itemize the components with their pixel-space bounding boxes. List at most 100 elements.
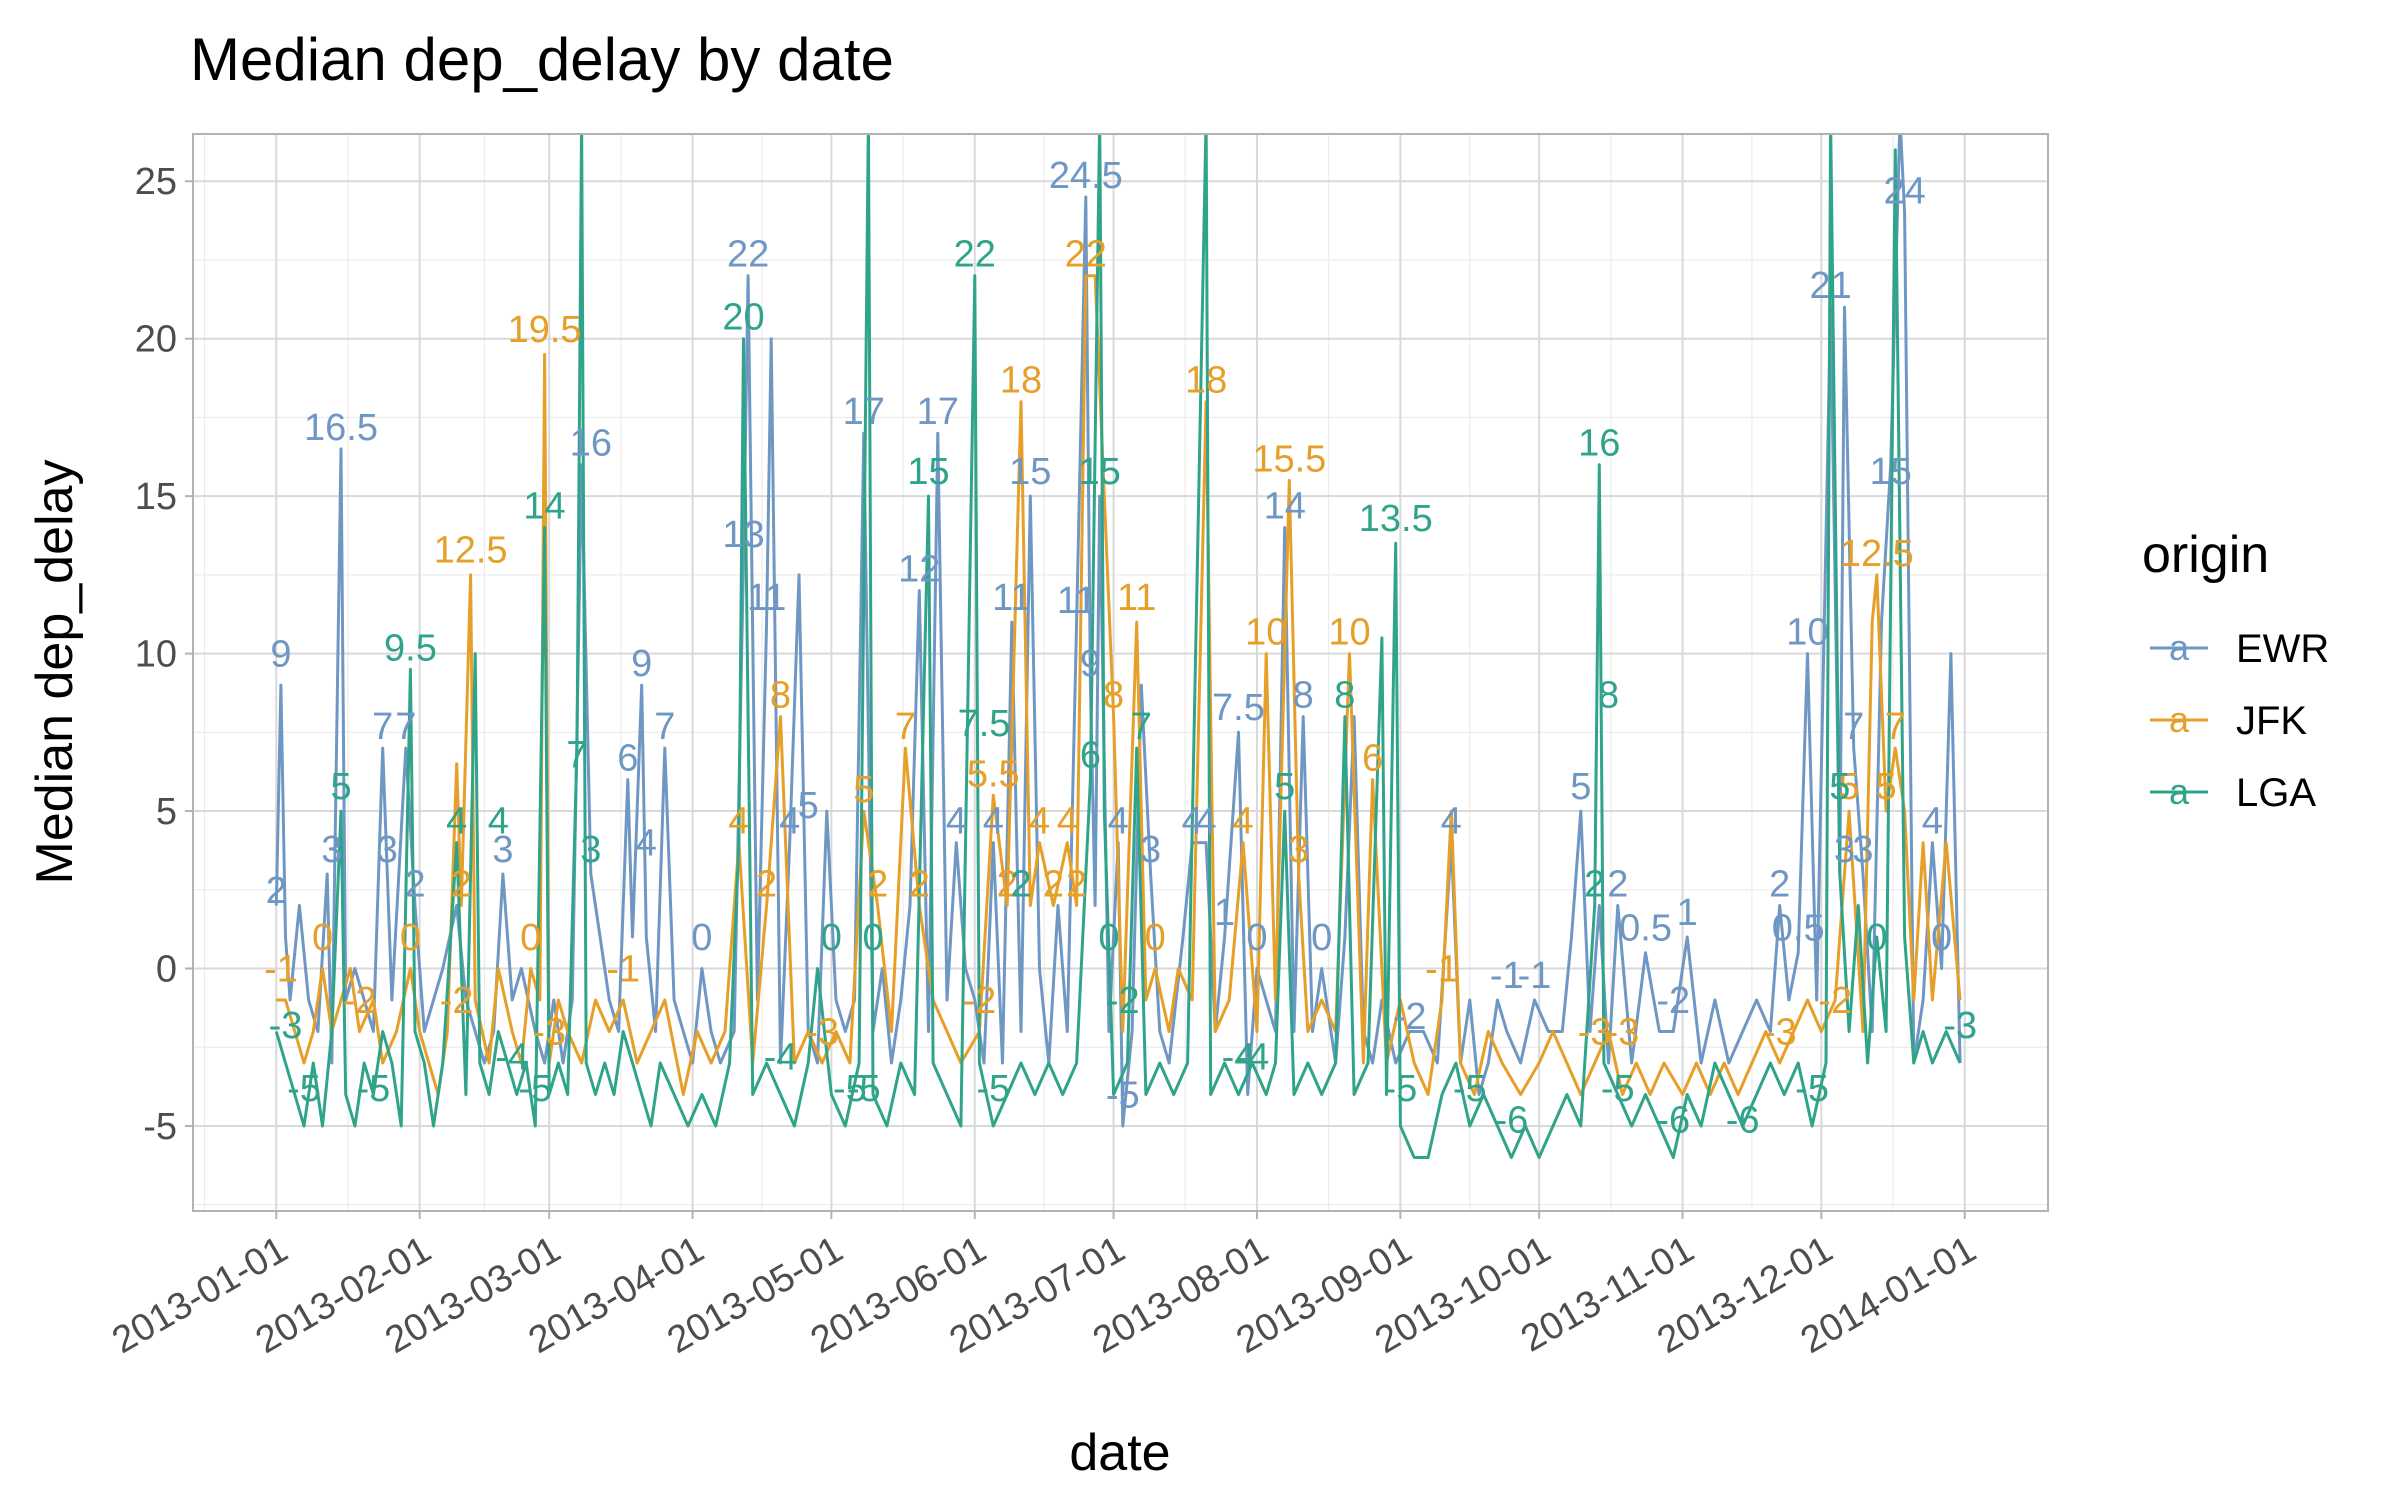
data-label-lga: -5 [357, 1068, 391, 1110]
data-label-lga: -5 [1795, 1068, 1829, 1110]
y-axis-title: Median dep_delay [26, 460, 84, 885]
data-label-jfk: 18 [1000, 360, 1042, 402]
legend-key-glyph: a [2169, 771, 2190, 812]
data-label-ewr: 9 [631, 643, 652, 685]
data-label-lga: 0 [821, 917, 842, 959]
data-label-ewr: 24.5 [1049, 155, 1123, 197]
data-label-jfk: 2 [867, 863, 888, 905]
data-label-jfk: 8 [1103, 675, 1124, 717]
legend-label-jfk: JFK [2236, 699, 2307, 743]
data-label-lga: 7 [566, 734, 587, 776]
data-label-jfk: -2 [963, 980, 997, 1022]
data-label-ewr: 5 [798, 785, 819, 827]
data-label-ewr: 7 [372, 706, 393, 748]
data-label-jfk: 0 [312, 917, 333, 959]
data-label-jfk: 7 [895, 706, 916, 748]
data-label-jfk: 2 [1043, 863, 1064, 905]
data-label-ewr: 3 [1852, 829, 1873, 871]
legend-label-ewr: EWR [2236, 627, 2329, 671]
data-label-jfk: 4 [728, 801, 749, 843]
data-label-jfk: -2 [1818, 980, 1852, 1022]
data-label-lga: -5 [1601, 1068, 1635, 1110]
series-line-lga [274, 134, 1962, 1159]
data-label-jfk: 0 [1145, 917, 1166, 959]
data-label-ewr: 7 [654, 706, 675, 748]
data-label-jfk: 0 [400, 917, 421, 959]
data-label-lga: 4 [446, 801, 467, 843]
data-label-lga: 8 [1598, 675, 1619, 717]
data-label-ewr: 0 [1311, 917, 1332, 959]
data-label-lga: -6 [1494, 1100, 1528, 1142]
data-label-jfk: 2 [756, 863, 777, 905]
data-label-jfk: 10 [1245, 612, 1287, 654]
data-label-ewr: 7.5 [1212, 687, 1265, 729]
data-label-jfk: 18 [1185, 360, 1227, 402]
data-label-lga: -4 [1235, 1037, 1269, 1079]
legend-label-lga: LGA [2236, 771, 2316, 815]
data-label-lga: 4 [488, 801, 509, 843]
y-tick-label: 0 [156, 949, 177, 991]
data-label-ewr: 0.5 [1772, 908, 1825, 950]
data-label-lga: -5 [847, 1068, 881, 1110]
data-label-ewr: -1 [1518, 955, 1552, 997]
data-label-ewr: 4 [779, 801, 800, 843]
y-tick-label: 5 [156, 791, 177, 833]
data-label-ewr: 3 [1140, 829, 1161, 871]
series-lines [274, 134, 1962, 1159]
data-label-jfk: 6 [1362, 738, 1383, 780]
data-label-jfk: 15.5 [1252, 438, 1326, 480]
data-label-ewr: 14 [1264, 486, 1306, 528]
data-label-ewr: 15 [1870, 451, 1912, 493]
legend-key-glyph: a [2169, 627, 2190, 668]
y-tick-label: 15 [135, 476, 177, 518]
data-label-lga: -4 [495, 1037, 529, 1079]
data-label-lga: 13.5 [1359, 498, 1433, 540]
data-label-jfk: 0 [520, 917, 541, 959]
data-label-ewr: 4 [636, 823, 657, 865]
data-label-ewr: 0 [1246, 917, 1267, 959]
chart-title: Median dep_delay by date [190, 26, 894, 93]
data-label-lga: 2 [1010, 863, 1031, 905]
data-label-jfk: 2 [909, 863, 930, 905]
data-label-lga: -3 [1943, 1005, 1977, 1047]
data-label-ewr: -3 [1943, 1005, 1977, 1047]
data-label-lga: 16 [1578, 423, 1620, 465]
data-label-ewr: 4 [1922, 801, 1943, 843]
data-label-lga: 5 [330, 766, 351, 808]
data-label-jfk: -2 [440, 980, 474, 1022]
data-label-lga: 15 [1079, 451, 1121, 493]
data-label-lga: -2 [1106, 980, 1140, 1022]
data-label-ewr: 0.5 [1619, 908, 1672, 950]
data-label-jfk: -1 [606, 949, 640, 991]
data-label-ewr: 0 [691, 917, 712, 959]
data-label-ewr: 6 [617, 738, 638, 780]
data-label-ewr: 24 [1883, 171, 1925, 213]
data-label-jfk: -3 [1763, 1012, 1797, 1054]
data-label-jfk: 22 [1065, 234, 1107, 276]
data-label-jfk: -3 [532, 1012, 566, 1054]
y-tick-label: 10 [135, 634, 177, 676]
data-label-jfk: -1 [264, 949, 298, 991]
data-label-jfk: -3 [1578, 1012, 1612, 1054]
data-label-ewr: 0 [1931, 917, 1952, 959]
data-label-jfk: 2 [997, 863, 1018, 905]
data-label-lga: -6 [1656, 1100, 1690, 1142]
data-label-lga: 15 [907, 451, 949, 493]
data-label-jfk: 2 [451, 863, 472, 905]
legend-title: origin [2142, 526, 2269, 584]
data-label-ewr: 4 [1441, 801, 1462, 843]
data-label-lga: 0 [862, 917, 883, 959]
data-label-lga: 7 [1131, 706, 1152, 748]
data-label-ewr: 9 [270, 634, 291, 676]
data-label-ewr: -1 [1490, 955, 1524, 997]
data-label-lga: 6 [1080, 734, 1101, 776]
x-axis: 2013-01-012013-02-012013-03-012013-04-01… [105, 1211, 1983, 1362]
data-label-ewr: 2 [404, 863, 425, 905]
data-label-ewr: 4 [1182, 801, 1203, 843]
data-label-lga: -5 [518, 1068, 552, 1110]
data-label-ewr: 2 [1769, 863, 1790, 905]
plot-border [192, 133, 2049, 1212]
data-label-ewr: 12 [898, 549, 940, 591]
